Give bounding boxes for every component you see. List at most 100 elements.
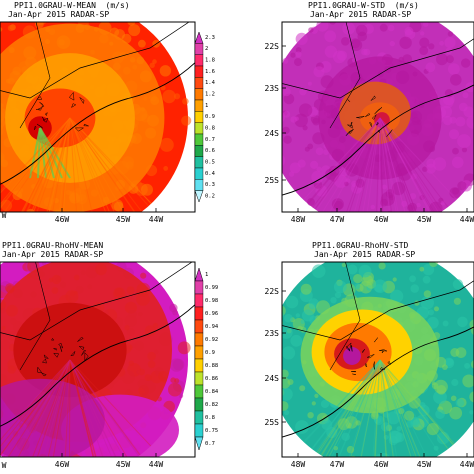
- colorbar-label: 2: [205, 46, 208, 52]
- colorbar-label: 0.3: [205, 182, 215, 188]
- x-tick-label: 45W: [116, 215, 131, 224]
- panel-w-mean: PPI1.0GRAU-W-MEAN (m/s) Jan-Apr 2015 RAD…: [0, 0, 200, 235]
- colorbar-label: 2.3: [205, 35, 215, 41]
- y-tick-label: 22S: [265, 287, 280, 296]
- y-tick-label: 25S: [265, 176, 280, 185]
- colorbar-label: 0.2: [205, 194, 215, 200]
- colorbar-label: 0.9: [205, 114, 215, 120]
- colorbar-segment: [194, 397, 204, 412]
- y-tick-label: 24S: [265, 374, 280, 383]
- panel-rhohv-std: PPI1.0GRAU-RhoHV-STD Jan-Apr 2015 RADAR-…: [250, 238, 474, 474]
- colorbar-segment: [194, 319, 204, 334]
- colorbar-label: 0.96: [205, 311, 218, 317]
- plot-frame: [281, 261, 474, 458]
- colorbar-label: 0.86: [205, 376, 218, 382]
- plot-frame: [281, 21, 474, 213]
- colorbar-cap-bottom: [194, 436, 204, 451]
- colorbar-label: 0.5: [205, 160, 215, 166]
- colorbar-segment: [194, 43, 204, 55]
- colorbar-segment: [194, 145, 204, 157]
- colorbar-label: 0.4: [205, 171, 216, 177]
- colorbar-label: 0.98: [205, 298, 218, 304]
- x-tick-label: 47W: [330, 460, 345, 469]
- x-tick-label: 44W: [460, 215, 474, 224]
- colorbar-cap-bottom: [194, 190, 204, 203]
- radar-field-rhohv-mean: [0, 262, 195, 457]
- x-tick-label: 46W: [374, 215, 389, 224]
- panel-subtitle: Jan-Apr 2015 RADAR-SP: [314, 250, 416, 259]
- colorbar-segment: [194, 133, 204, 146]
- colorbar-label: 0.6: [205, 148, 215, 154]
- colorbar-label: 0.7: [205, 441, 215, 447]
- panel-subtitle: Jan-Apr 2015 RADAR-SP: [2, 250, 104, 259]
- colorbar-label: 0.9: [205, 350, 215, 356]
- colorbar-segment: [194, 410, 204, 425]
- radar-field-w-mean: [0, 22, 195, 212]
- colorbar-label: 1.8: [205, 58, 215, 64]
- colorbar-label: 0.82: [205, 402, 218, 408]
- colorbar-segment: [194, 88, 204, 101]
- panel-w-std: PPI1.0GRAU-W-STD (m/s) Jan-Apr 2015 RADA…: [250, 0, 474, 235]
- x-tick-label: 48W: [291, 460, 306, 469]
- y-tick-label: 22S: [265, 42, 280, 51]
- panel-title: PPI1.0GRAU-RhoHV-STD: [312, 241, 409, 250]
- colorbar-segment: [194, 384, 204, 399]
- colorbar-segment: [194, 156, 204, 169]
- colorbar-segment: [194, 65, 204, 78]
- colorbar-label: 0.75: [205, 428, 218, 434]
- x-tick-label: 46W: [55, 460, 70, 469]
- y-tick-label: 24S: [265, 129, 280, 138]
- colorbar-segment: [194, 423, 204, 438]
- colorbar-segment: [194, 358, 204, 373]
- colorbar-segment: [194, 122, 204, 135]
- colorbar-segment: [194, 54, 204, 67]
- x-tick-label: 45W: [417, 460, 432, 469]
- colorbar-label: 1: [205, 272, 208, 278]
- x-tick-label: 46W: [55, 215, 70, 224]
- x-tick-label: 44W: [460, 460, 474, 469]
- x-tick-label: 46W: [374, 460, 389, 469]
- panel-title: PPI1.0GRAU-W-MEAN (m/s): [14, 1, 130, 10]
- x-tick-label: 45W: [116, 460, 131, 469]
- colorbar-segment: [194, 293, 204, 308]
- colorbar-label: 1.4: [205, 80, 216, 86]
- y-tick-label: 23S: [265, 329, 280, 338]
- panel-title: PPI1.0GRAU-RhoHV-MEAN: [2, 241, 104, 250]
- colorbar-segment: [194, 167, 204, 180]
- colorbar-segment: [194, 280, 204, 295]
- colorbar-label: 1.2: [205, 92, 215, 98]
- colorbar-label: 0.8: [205, 415, 215, 421]
- colorbar-cap-top: [194, 31, 204, 44]
- colorbar-label: 0.8: [205, 126, 215, 132]
- colorbar-segment: [194, 99, 204, 112]
- panel-subtitle: Jan-Apr 2015 RADAR-SP: [310, 10, 412, 19]
- colorbar-label: 0.94: [205, 324, 219, 330]
- panel-title: PPI1.0GRAU-W-STD (m/s): [308, 1, 419, 10]
- colorbar-segment: [194, 371, 204, 386]
- colorbar-label: 0.99: [205, 285, 218, 291]
- y-tick-label: 23S: [265, 84, 280, 93]
- panel-rhohv-mean: PPI1.0GRAU-RhoHV-MEAN Jan-Apr 2015 RADAR…: [0, 238, 200, 474]
- colorbar-cap-top: [194, 267, 204, 282]
- x-tick-label: 44W: [149, 215, 164, 224]
- colorbar-label: 0.7: [205, 137, 215, 143]
- radar-field-rhohv-std: [282, 262, 474, 457]
- x-tick-label-cropped: W: [2, 461, 7, 470]
- colorbar-segment: [194, 179, 204, 191]
- x-tick-label-cropped: W: [2, 211, 7, 220]
- colorbar-segment: [194, 332, 204, 347]
- x-tick-label: 48W: [291, 215, 306, 224]
- colorbar-segment: [194, 77, 204, 89]
- colorbar-segment: [194, 345, 204, 360]
- colorbar-label: 1.6: [205, 69, 215, 75]
- colorbar-label: 0.84: [205, 389, 219, 395]
- colorbar-segment: [194, 306, 204, 321]
- x-tick-label: 45W: [417, 215, 432, 224]
- radar-field-w-std: [282, 22, 474, 212]
- colorbar-label: 0.88: [205, 363, 218, 369]
- x-tick-label: 47W: [330, 215, 345, 224]
- x-tick-label: 44W: [149, 460, 164, 469]
- colorbar-label: 1: [205, 103, 208, 109]
- panel-subtitle: Jan-Apr 2015 RADAR-SP: [8, 10, 110, 19]
